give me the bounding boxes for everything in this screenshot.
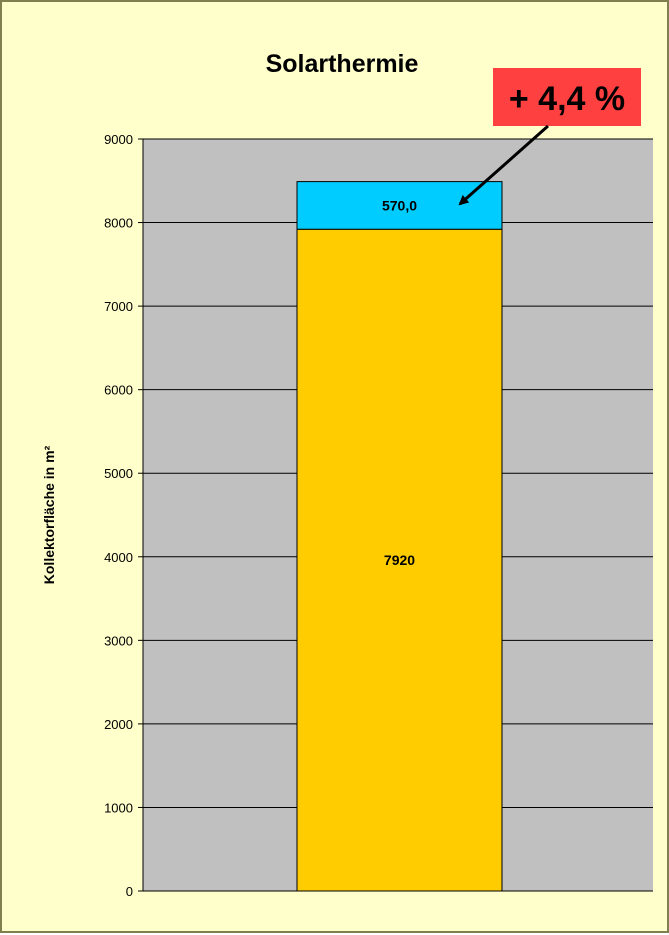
y-tick-label: 7000 (104, 299, 133, 314)
arrow-icon (458, 124, 549, 206)
y-tick-label: 4000 (104, 550, 133, 565)
bar-data-labels: 7920 570,0 (382, 197, 417, 568)
y-tick-label: 2000 (104, 717, 133, 732)
y-tick-label: 3000 (104, 633, 133, 648)
bar-segment-1 (296, 181, 503, 230)
y-axis-label: Kollektorfläche in m² (41, 445, 57, 584)
percent-change-text: + 4,4 % (509, 80, 625, 118)
y-tick-label: 8000 (104, 216, 133, 231)
y-axis-ticks: 0 1000 2000 3000 4000 5000 6000 7000 8000 9000 (104, 132, 143, 899)
y-tick-label: 0 (126, 884, 133, 899)
y-tick-label: 6000 (104, 383, 133, 398)
percent-change-badge (493, 68, 641, 126)
bar-data-label-0: 7920 (384, 552, 415, 568)
y-tick-label: 9000 (104, 132, 133, 147)
y-tick-label: 1000 (104, 800, 133, 815)
y-tick-label: 5000 (104, 466, 133, 481)
chart-title: Solarthermie (266, 50, 419, 78)
percent-change-callout: + 4,4 % (458, 68, 641, 206)
bar-data-label-1: 570,0 (382, 197, 417, 213)
bar-segment-0 (296, 228, 503, 892)
bars (296, 181, 503, 892)
